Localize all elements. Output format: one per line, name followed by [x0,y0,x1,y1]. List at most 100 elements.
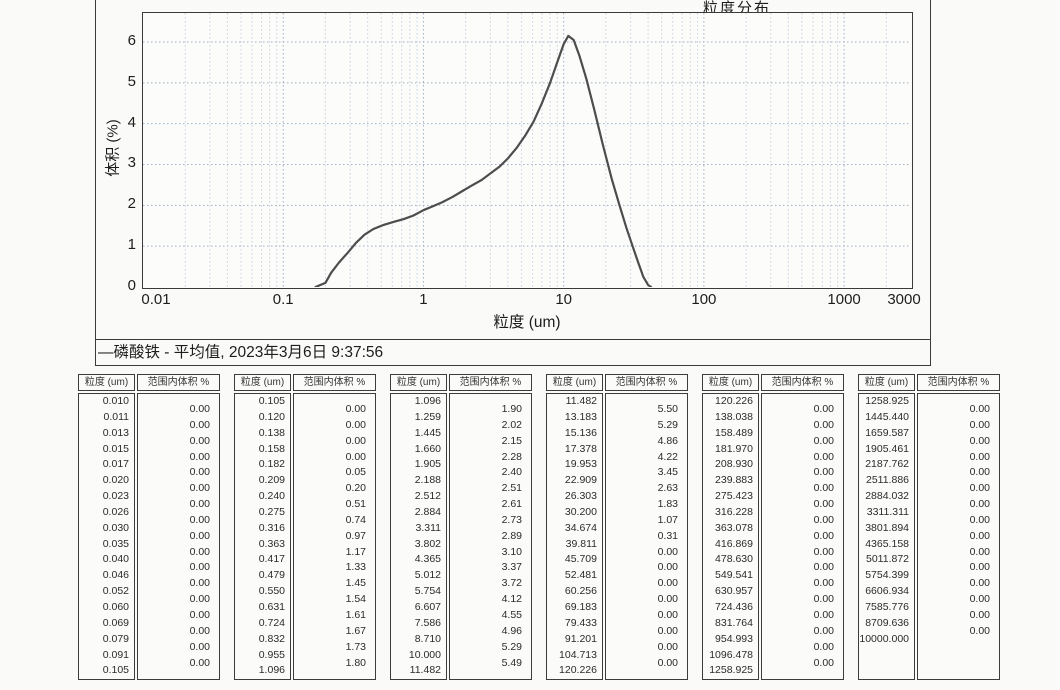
col-header-volume: 范围内体积 % [605,374,688,391]
size-cell: 0.026 [102,505,129,518]
volume-cell: 0.00 [813,403,834,415]
size-cell: 0.010 [102,395,129,407]
volume-cell: 0.00 [657,545,678,558]
volume-cell: 0.00 [813,418,834,431]
size-cell: 138.038 [715,410,753,423]
size-cell: 19.953 [564,458,597,471]
size-cell: 15.136 [564,426,597,439]
volume-cell: 4.86 [657,434,678,447]
size-cell: 1.096 [414,395,441,407]
size-cell: 0.091 [102,648,129,661]
size-cell: 10.000 [408,648,441,661]
volume-cell: 0.00 [657,656,678,669]
volume-cell: 0.00 [657,577,678,590]
size-cell: 4.365 [414,553,441,566]
volume-cell: 2.63 [657,482,678,495]
col-header-size: 粒度 (um) [702,374,759,391]
table-header-row: 粒度 (um) 范围内体积 % [234,374,376,391]
volume-cell: 0.00 [813,624,834,637]
volume-column: 0.00 0.00 0.00 0.00 0.05 0.20 0.51 0.74 0.97 1.17… [293,393,376,680]
volume-cell: 0.00 [969,482,990,495]
volume-cell: 0.00 [969,434,990,447]
col-header-volume: 范围内体积 % [917,374,1000,391]
volume-cell: 0.00 [657,561,678,574]
distribution-chart [143,13,911,287]
size-cell: 275.423 [715,490,753,503]
volume-cell: 0.31 [657,529,678,542]
size-cell: 0.013 [102,426,129,439]
volume-cell: 0.00 [969,608,990,621]
volume-cell: 0.00 [969,561,990,574]
tables-section: 粒度 (um) 范围内体积 % 0.010 0.011 0.013 0.015 0.017 0… [78,374,1000,680]
size-cell: 416.869 [715,537,753,550]
table-header-row: 粒度 (um) 范围内体积 % [390,374,532,391]
size-cell: 22.909 [564,474,597,487]
legend-caption: —磷酸铁 - 平均值, 2023年3月6日 9:37:56 [98,344,384,361]
volume-cell: 2.73 [501,513,522,526]
size-cell: 0.955 [258,648,285,661]
size-cell: 0.060 [102,600,129,613]
volume-cell: 0.00 [189,561,210,574]
size-cell: 0.479 [258,569,285,582]
size-cell: 0.120 [258,410,285,423]
volume-cell: 1.33 [345,561,366,574]
size-cell: 0.182 [258,458,285,471]
volume-cell: 0.00 [189,640,210,653]
size-cell: 0.069 [102,616,129,629]
volume-cell: 1.90 [501,403,522,415]
size-cell: 0.209 [258,474,285,487]
volume-cell: 0.00 [969,450,990,463]
size-cell: 52.481 [564,569,597,582]
volume-cell: 5.29 [657,418,678,431]
size-cell: 181.970 [715,442,753,455]
volume-cell: 0.00 [189,624,210,637]
volume-cell: 0.00 [969,403,990,415]
size-cell: 0.023 [102,490,129,503]
size-cell: 0.040 [102,553,129,566]
volume-cell: 2.61 [501,498,522,511]
size-cell: 34.674 [564,521,597,534]
x-axis-tick: 1 [419,291,428,308]
size-cell: 45.709 [564,553,597,566]
volume-cell: 0.00 [813,577,834,590]
size-cell: 3801.894 [865,521,909,534]
volume-cell: 0.00 [345,434,366,447]
size-cell: 0.011 [103,410,130,423]
y-axis-tick: 4 [127,113,136,131]
volume-cell: 1.73 [345,640,366,653]
size-cell: 2.884 [414,505,441,518]
size-cell: 0.316 [258,521,285,534]
plot-area [142,12,913,289]
volume-cell: 0.00 [813,656,834,669]
size-column: 1258.925 1445.440 1659.587 1905.461 2187.762… [858,393,915,680]
distribution-curve [314,34,653,287]
volume-cell: 2.15 [501,434,522,447]
data-table: 粒度 (um) 范围内体积 % 0.105 0.120 0.138 0.158 0.182 0… [234,374,376,680]
volume-column: 0.00 0.00 0.00 0.00 0.00 0.00 0.00 0.00 0.00 0.00… [761,393,844,680]
size-cell: 2511.886 [865,474,909,487]
volume-column: 0.00 0.00 0.00 0.00 0.00 0.00 0.00 0.00 0.00 0.00… [137,393,220,680]
volume-cell: 0.00 [969,577,990,590]
volume-cell: 0.00 [813,545,834,558]
volume-cell: 4.55 [501,608,522,621]
size-cell: 5754.399 [865,569,909,582]
size-cell: 0.275 [258,505,285,518]
volume-cell: 0.00 [969,466,990,479]
volume-cell: 0.00 [657,624,678,637]
volume-cell: 0.00 [345,418,366,431]
volume-cell: 1.67 [345,624,366,637]
volume-cell: 0.00 [189,545,210,558]
volume-cell: 5.29 [501,640,522,653]
size-cell: 3311.311 [866,505,909,518]
volume-cell: 0.00 [189,403,210,415]
volume-cell: 2.51 [501,482,522,495]
volume-cell: 0.00 [189,656,210,669]
volume-cell: 0.00 [189,513,210,526]
size-cell: 7.586 [414,616,441,629]
size-column: 0.010 0.011 0.013 0.015 0.017 0.020 0.023 0.026… [78,393,135,680]
size-cell: 158.489 [715,426,753,439]
size-cell: 316.228 [715,505,753,518]
size-cell: 0.158 [258,442,285,455]
table-body: 1258.925 1445.440 1659.587 1905.461 2187.762… [858,393,1000,680]
col-header-size: 粒度 (um) [390,374,447,391]
